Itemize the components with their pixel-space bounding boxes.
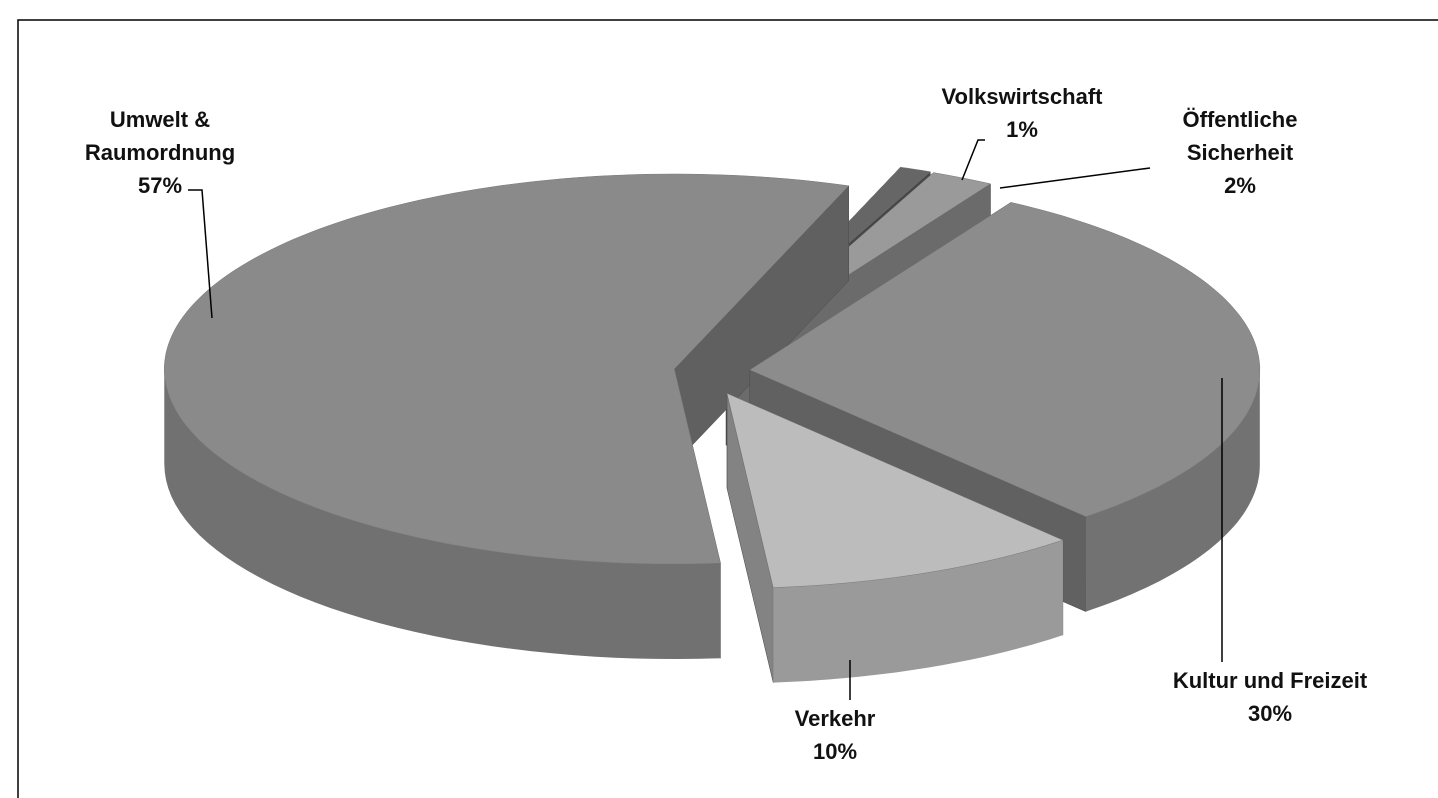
frame [17,19,1438,798]
slice-label: Umwelt & Raumordnung 57% [65,103,255,202]
slice-label: Kultur und Freizeit 30% [1140,664,1400,730]
slice-side-shade [164,369,721,659]
category-label: Verkehr [794,706,876,731]
slice-side [773,540,1063,683]
slice [164,173,850,565]
slice-side-shade [1085,369,1260,612]
leader-line [188,189,213,319]
pie [164,166,1261,683]
value-label: 1% [1006,117,1038,142]
slice-side [1085,369,1260,612]
leader-lines [188,139,1223,700]
slice [749,202,1261,517]
value-label: 2% [1224,173,1256,198]
slice [726,392,1064,588]
category-label: Volkswirtschaft [941,84,1103,109]
category-label: Umwelt & Raumordnung [84,107,236,165]
category-label: Öffentliche Sicherheit [1182,107,1298,165]
slice-side-shade [773,540,1063,683]
category-label: Kultur und Freizeit [1172,668,1368,693]
slice-side [164,369,721,659]
value-label: 10% [812,739,858,764]
value-label: 57% [137,173,183,198]
slice-label: Volkswirtschaft 1% [912,80,1132,146]
leader-line [999,167,1151,189]
slice-wall-shade [727,393,774,683]
slice-label: Verkehr 10% [755,702,915,768]
slice-label: Öffentliche Sicherheit 2% [1165,103,1315,202]
leader-line [961,139,985,181]
value-label: 30% [1247,701,1293,726]
slice-wall-shade [674,185,849,465]
